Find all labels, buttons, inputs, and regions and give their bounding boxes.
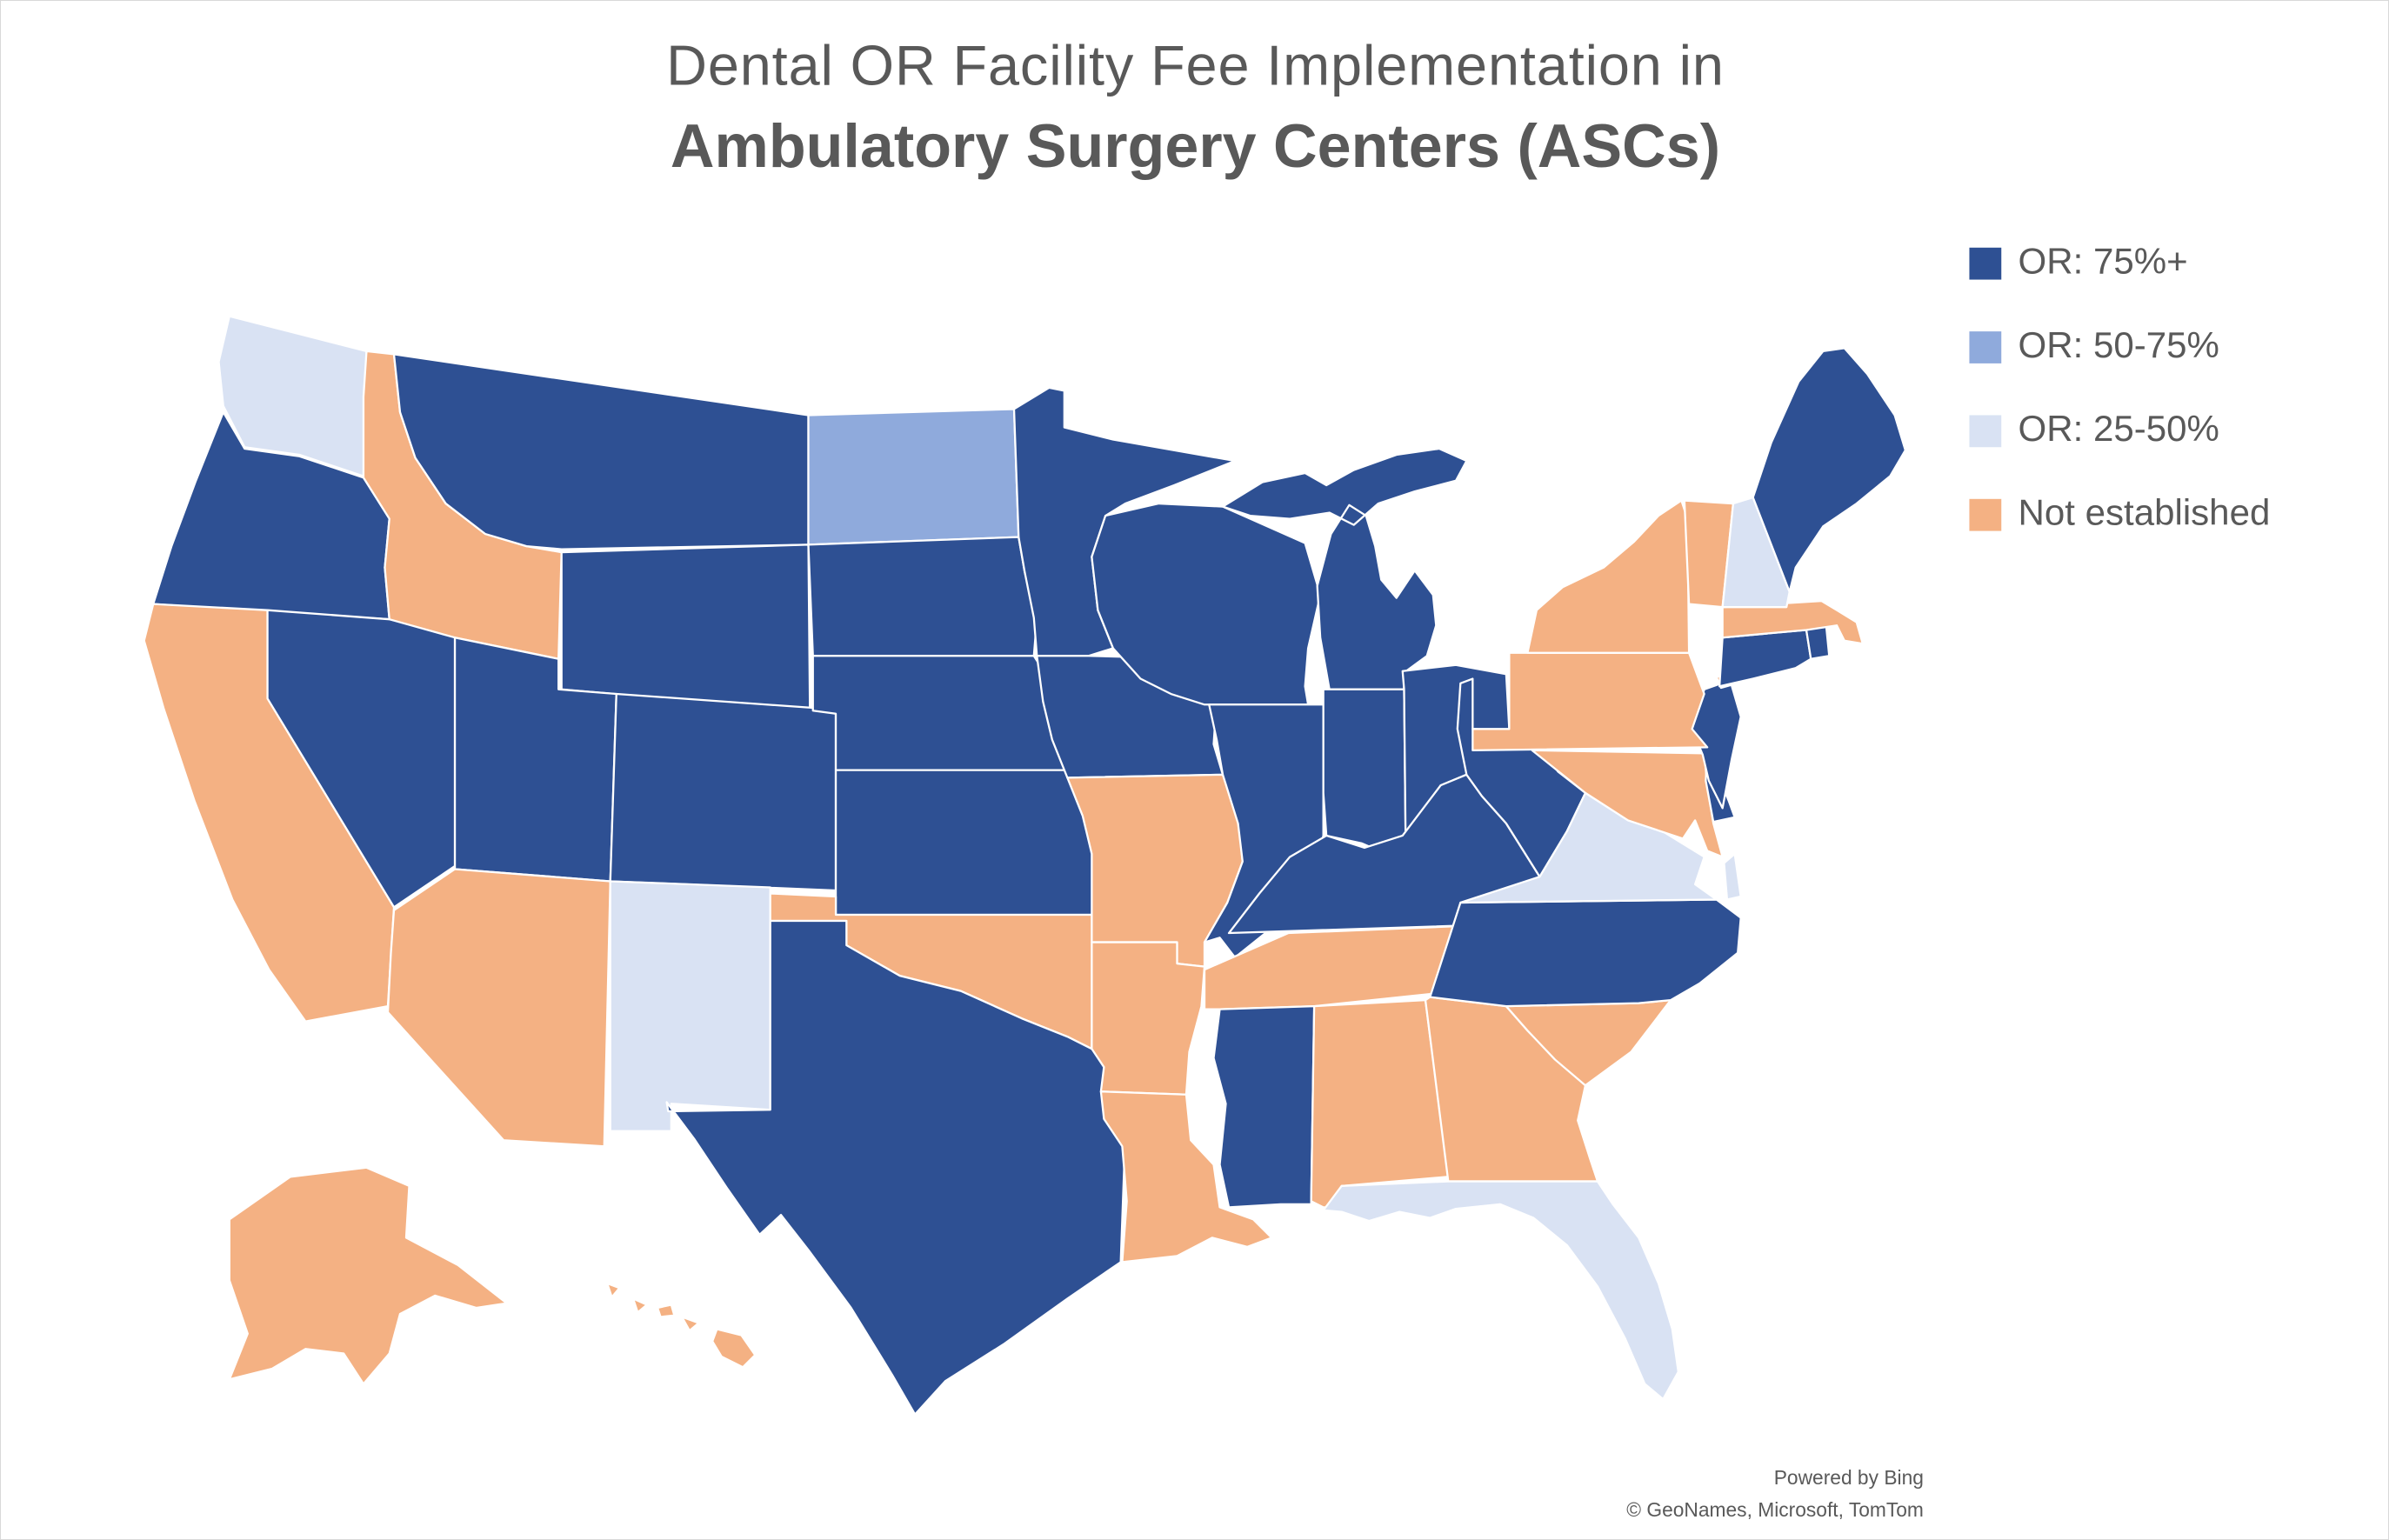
map-attribution: Powered by Bing © GeoNames, Microsoft, T…: [1626, 1462, 1924, 1526]
state-co[interactable]: Colorado — OR: 75%+: [609, 692, 837, 892]
legend-item-1: OR: 50-75%: [1969, 325, 2270, 368]
state-ar[interactable]: Arkansas — Not established: [1091, 941, 1206, 1096]
state-az[interactable]: Arizona — Not established: [386, 868, 611, 1148]
attribution-powered-by: Powered by Bing: [1773, 1466, 1924, 1490]
state-ms[interactable]: Mississippi — OR: 75%+: [1212, 1004, 1316, 1209]
chart-title: Dental OR Facility Fee Implementation in…: [1, 34, 2388, 183]
state-la[interactable]: Louisiana — Not established: [1099, 1090, 1273, 1263]
legend-item-0: OR: 75%+: [1969, 242, 2270, 284]
legend-swatch-icon: [1969, 414, 2002, 447]
state-wi[interactable]: Wisconsin — OR: 75%+: [1091, 502, 1322, 706]
state-fl[interactable]: Florida — OR: 25-50%: [1322, 1180, 1679, 1401]
legend-swatch-icon: [1969, 246, 2002, 279]
attribution-copyright: © GeoNames, Microsoft, TomTom: [1626, 1497, 1924, 1522]
legend-item-2: OR: 25-50%: [1969, 409, 2270, 451]
state-pa[interactable]: Pennsylvania — Not established: [1471, 651, 1709, 751]
legend-label: Not established: [2018, 492, 2271, 535]
state-al[interactable]: Alabama — Not established: [1310, 998, 1450, 1209]
state-me[interactable]: Maine — OR: 75%+: [1752, 347, 1907, 593]
state-tx[interactable]: Texas — OR: 75%+: [665, 919, 1127, 1416]
state-nc[interactable]: North Carolina — OR: 75%+: [1429, 898, 1742, 1008]
state-nh[interactable]: New Hampshire — OR: 25-50%: [1721, 496, 1791, 609]
legend: OR: 75%+ OR: 50-75% OR: 25-50% Not establis…: [1969, 242, 2270, 536]
state-hi[interactable]: Hawaii — Not established: [606, 1282, 757, 1369]
state-nm[interactable]: New Mexico — OR: 25-50%: [609, 880, 771, 1132]
state-ak[interactable]: Alaska — Not established: [228, 1166, 508, 1385]
state-mi[interactable]: Michigan — OR: 75%+: [1221, 447, 1468, 690]
chart-title-line2: Ambulatory Surgery Centers (ASCs): [670, 113, 1721, 181]
state-ma[interactable]: Massachusetts — Not established: [1721, 600, 1864, 645]
legend-label: OR: 50-75%: [2018, 325, 2219, 367]
state-nd[interactable]: North Dakota — OR: 50-75%: [807, 408, 1020, 546]
state-ks[interactable]: Kansas — OR: 75%+: [834, 769, 1099, 917]
state-va[interactable]: Virginia — OR: 25-50%: [1459, 791, 1742, 904]
state-wy[interactable]: Wyoming — OR: 75%+: [560, 543, 811, 712]
chart-title-line1: Dental OR Facility Fee Implementation in: [666, 34, 1725, 97]
state-in[interactable]: Indiana — OR: 75%+: [1322, 688, 1407, 850]
legend-item-3: Not established: [1969, 493, 2270, 536]
state-ct[interactable]: Connecticut — OR: 75%+: [1718, 629, 1812, 688]
legend-swatch-icon: [1969, 330, 2002, 363]
legend-label: OR: 25-50%: [2018, 409, 2219, 450]
legend-swatch-icon: [1969, 497, 2002, 530]
state-sd[interactable]: South Dakota — OR: 75%+: [807, 536, 1038, 657]
legend-label: OR: 75%+: [2018, 241, 2188, 283]
